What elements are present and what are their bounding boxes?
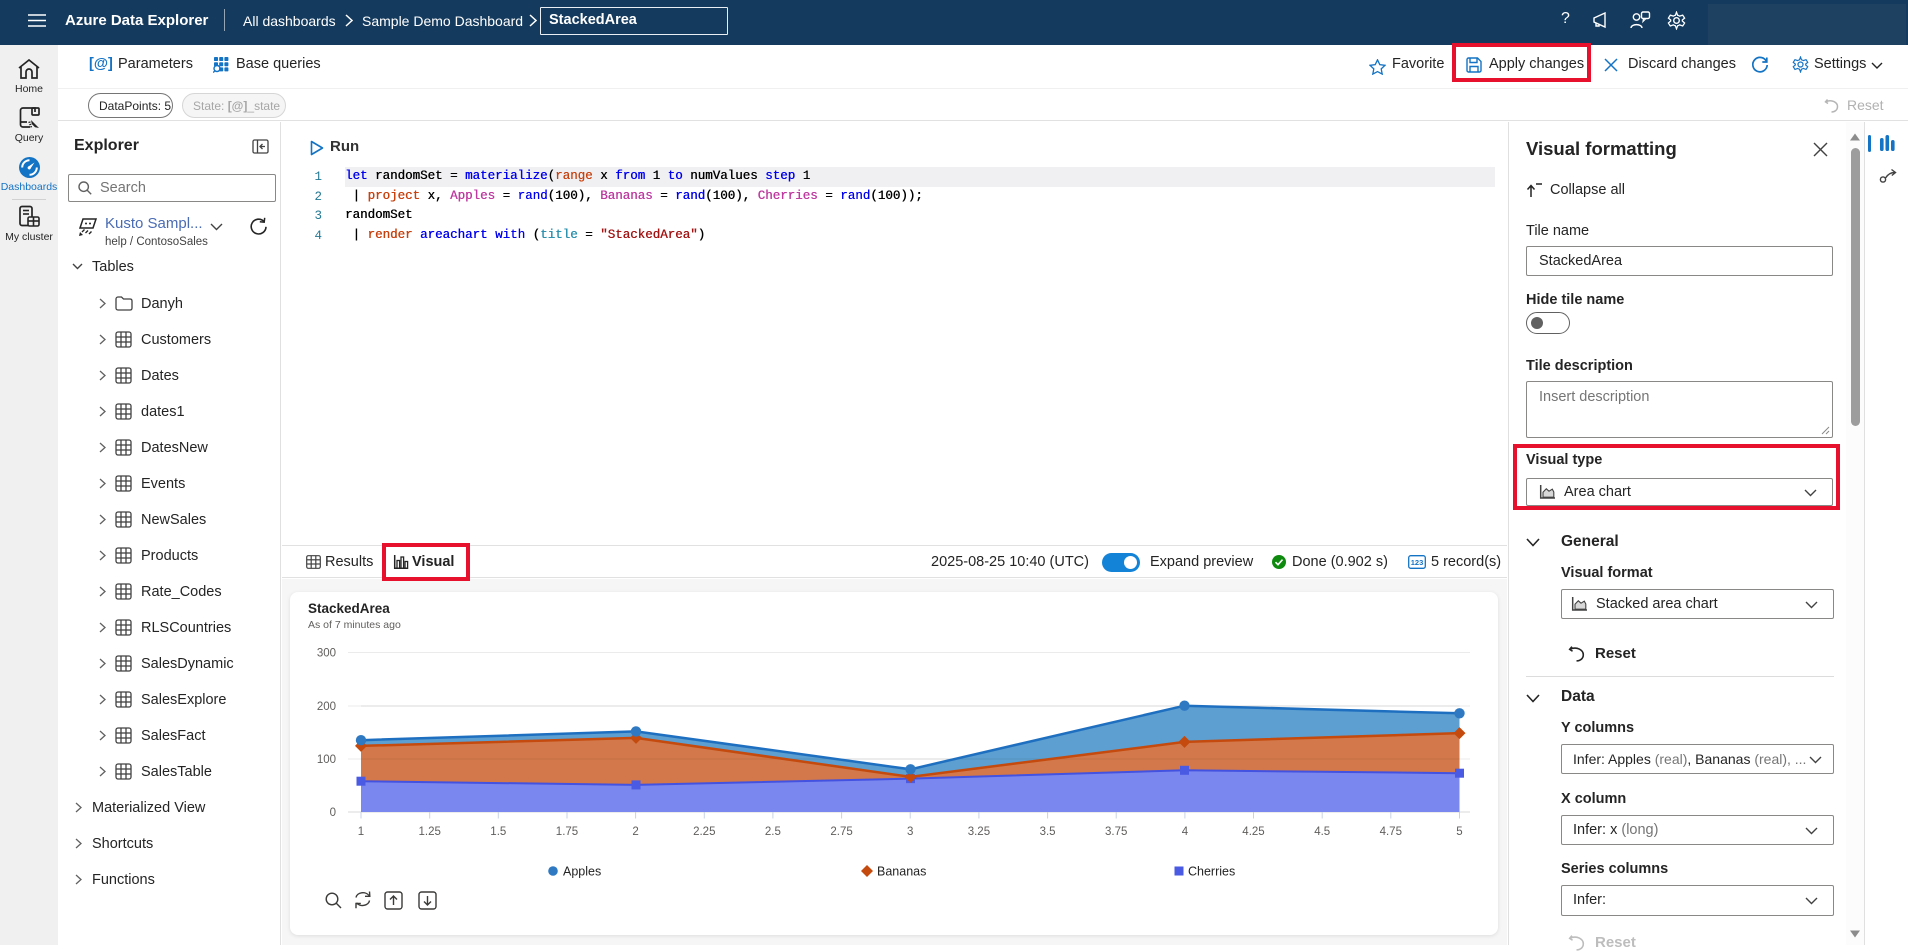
svg-text:5: 5: [1456, 826, 1462, 838]
svg-text:123: 123: [1411, 558, 1424, 567]
svg-text:2.75: 2.75: [830, 826, 852, 838]
svg-text:2.25: 2.25: [693, 826, 715, 838]
svg-text:2.5: 2.5: [765, 826, 781, 838]
svg-text:100: 100: [317, 754, 336, 766]
svg-text:StackedArea: StackedArea: [308, 601, 390, 616]
svg-text:3: 3: [907, 826, 913, 838]
svg-text:4.75: 4.75: [1380, 826, 1402, 838]
svg-text:1.75: 1.75: [556, 826, 578, 838]
svg-text:Bananas: Bananas: [877, 865, 926, 879]
svg-text:4: 4: [1182, 826, 1189, 838]
svg-text:4.25: 4.25: [1242, 826, 1264, 838]
svg-text:Apples: Apples: [563, 865, 601, 879]
svg-text:200: 200: [317, 701, 336, 713]
svg-text:1.5: 1.5: [490, 826, 506, 838]
svg-text:300: 300: [317, 648, 336, 660]
svg-text:0: 0: [330, 807, 336, 819]
svg-text:3.25: 3.25: [968, 826, 990, 838]
svg-text:2: 2: [632, 826, 638, 838]
svg-text:1.25: 1.25: [419, 826, 441, 838]
svg-text:3.5: 3.5: [1040, 826, 1056, 838]
svg-text:Cherries: Cherries: [1188, 865, 1235, 879]
svg-text:4.5: 4.5: [1314, 826, 1330, 838]
svg-text:3.75: 3.75: [1105, 826, 1127, 838]
svg-text:As of 7 minutes ago: As of 7 minutes ago: [308, 619, 401, 631]
svg-text:1: 1: [358, 826, 364, 838]
